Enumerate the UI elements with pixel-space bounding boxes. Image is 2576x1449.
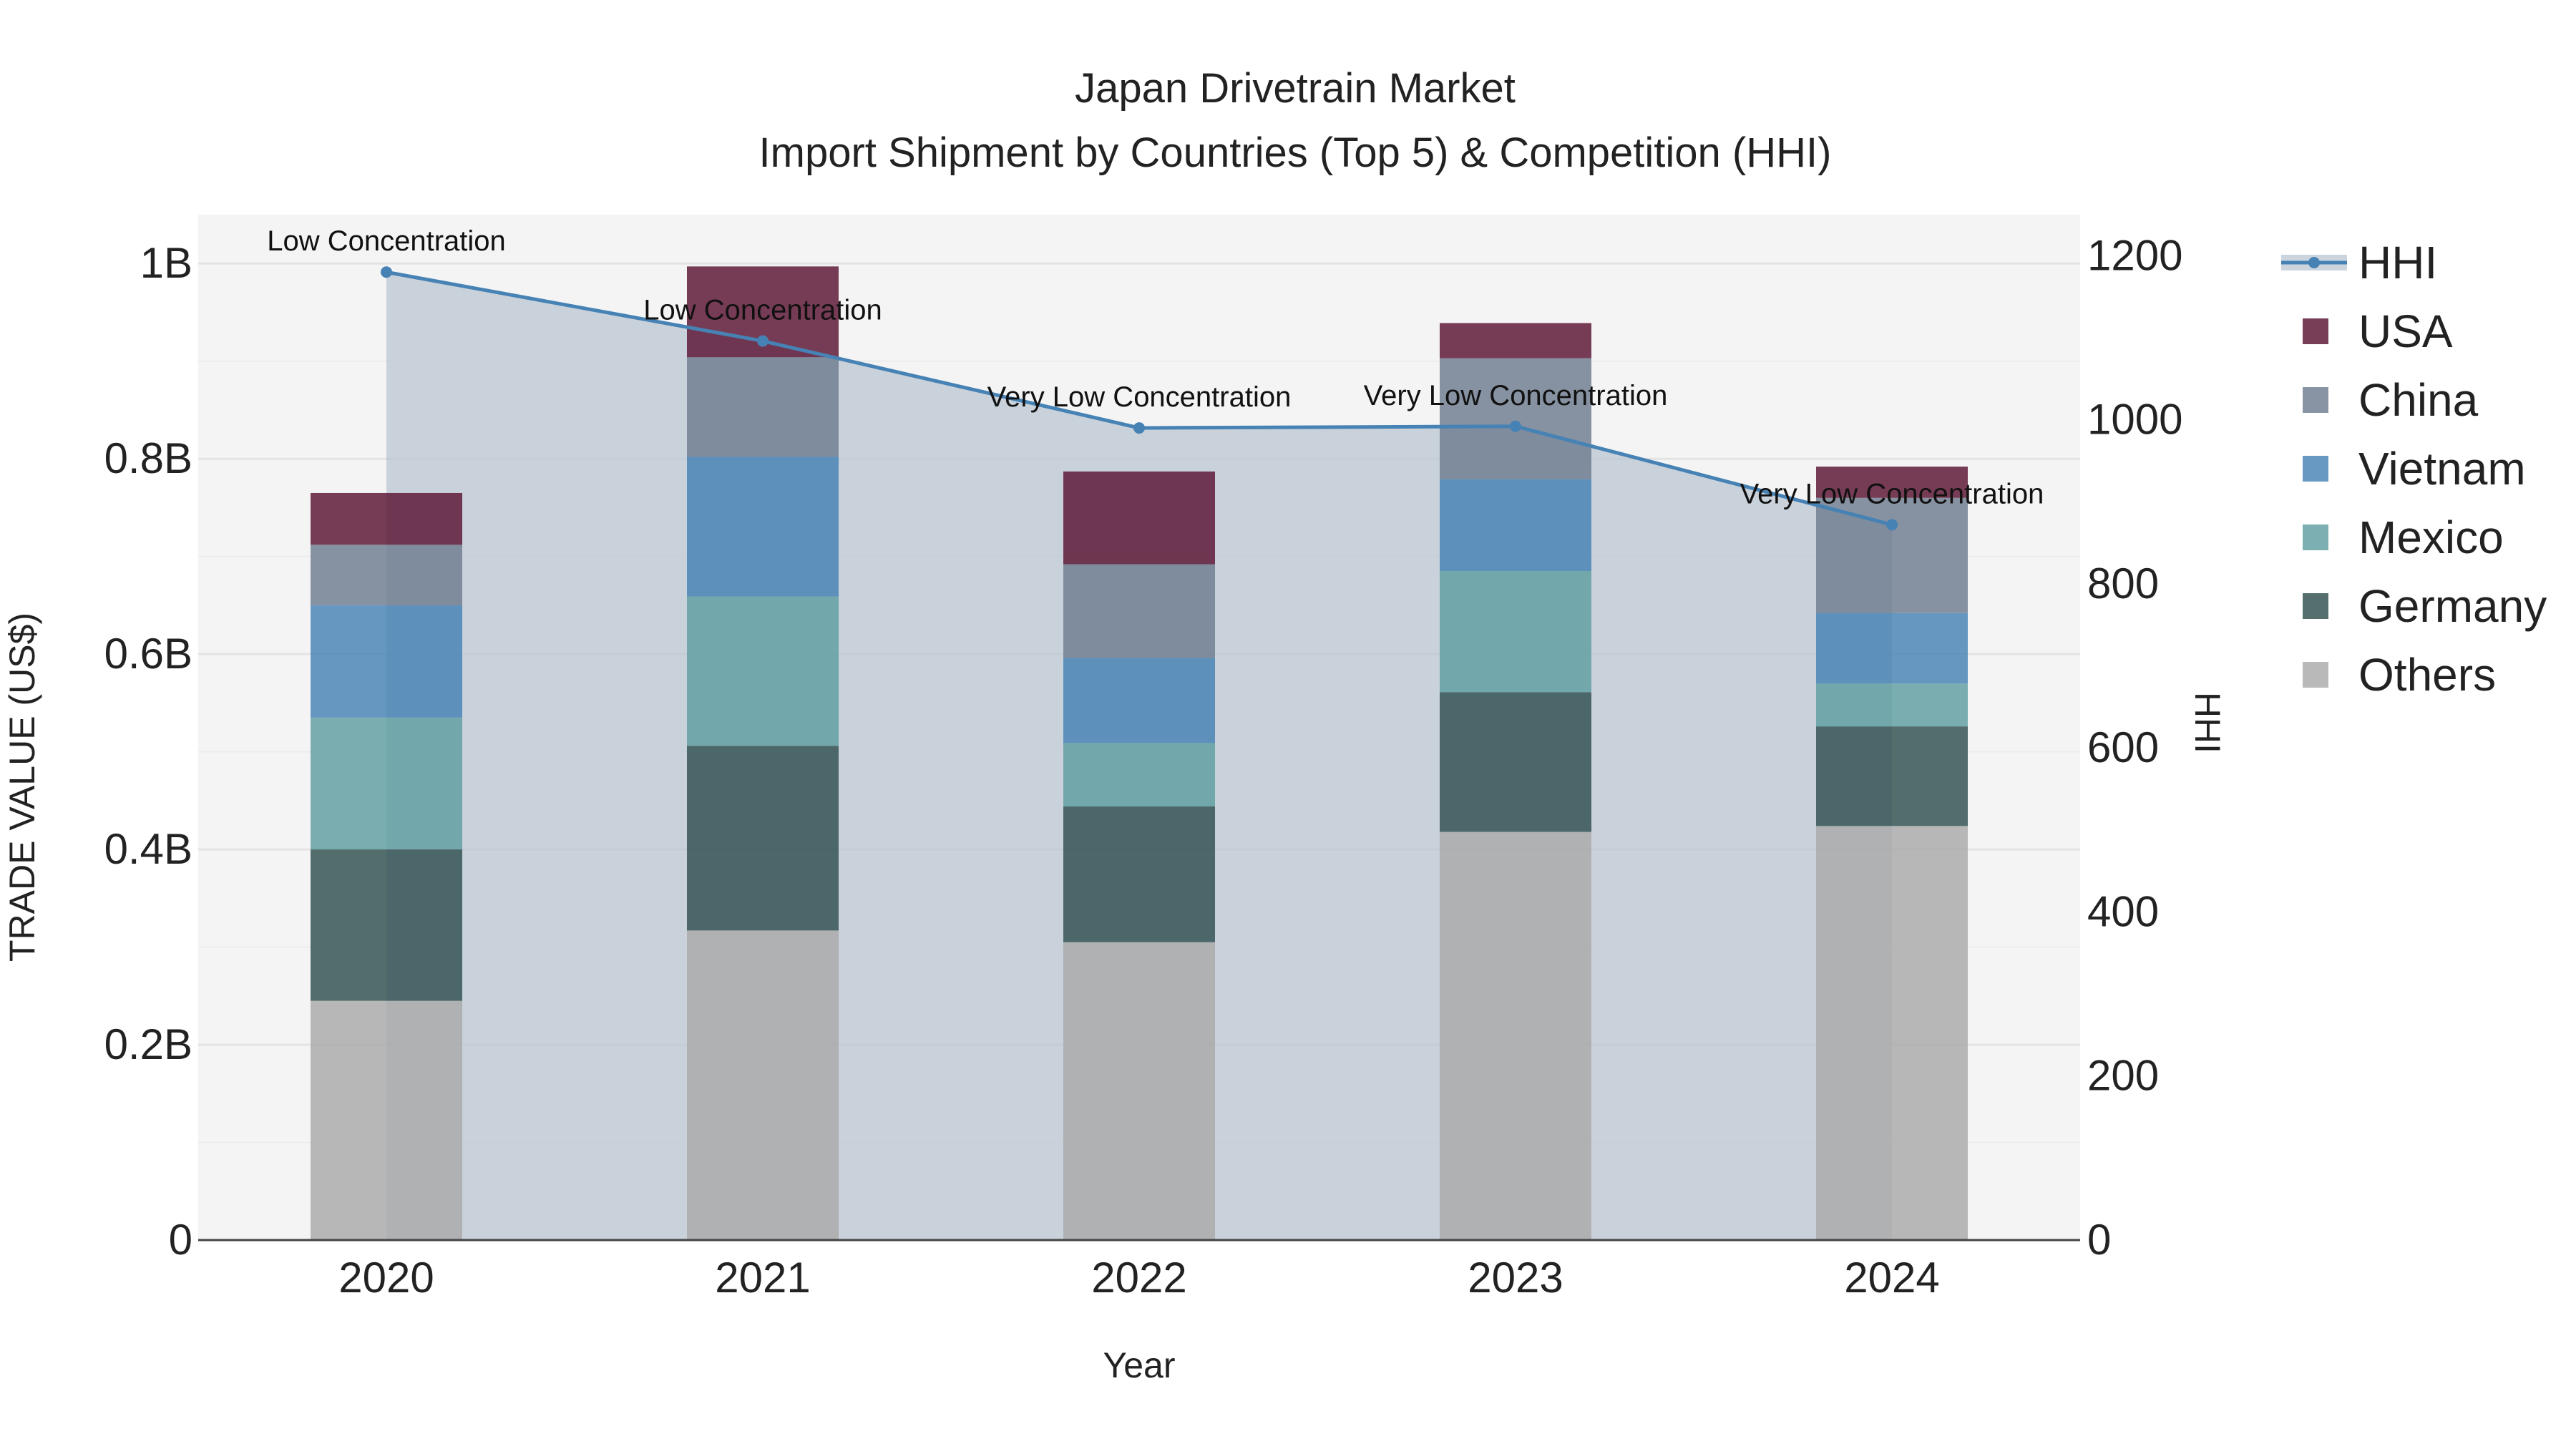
bar-usa-2023: [1440, 323, 1591, 358]
legend-label-hhi: HHI: [2358, 237, 2437, 288]
legend-label-others: Others: [2358, 649, 2496, 701]
bar-vietnam-2020: [311, 605, 462, 718]
bar-china-2024: [1816, 497, 1968, 613]
bar-china-2023: [1440, 358, 1591, 479]
y-tick-label: 1B: [140, 239, 192, 287]
chart-title: Japan Drivetrain Market: [1075, 65, 1516, 112]
bar-mexico-2024: [1816, 683, 1968, 727]
y-tick-label: 0.2B: [104, 1020, 192, 1068]
hhi-point-2023: [1510, 420, 1521, 432]
bar-usa-2022: [1063, 471, 1215, 565]
bar-vietnam-2023: [1440, 479, 1591, 572]
plot-area: Low Concentration Low Concentration Very L…: [104, 215, 2182, 1302]
y2-tick-label: 1200: [2087, 231, 2182, 279]
legend-label-germany: Germany: [2358, 580, 2547, 632]
bar-vietnam-2021: [687, 457, 839, 597]
hhi-point-2022: [1133, 422, 1145, 434]
y2-axis-title: HHI: [2187, 692, 2228, 753]
bar-mexico-2021: [687, 596, 839, 746]
bar-germany-2022: [1063, 806, 1215, 942]
y2-tick-label: 400: [2087, 887, 2159, 935]
bar-others-2020: [311, 1000, 462, 1240]
legend-label-vietnam: Vietnam: [2358, 443, 2526, 494]
bar-others-2024: [1816, 826, 1968, 1240]
legend: HHI USA China Vietnam Mexico Germany Others: [2281, 237, 2547, 701]
y2-tick-label: 1000: [2087, 396, 2182, 444]
legend-label-china: China: [2358, 374, 2479, 426]
x-tick-label: 2023: [1468, 1254, 1563, 1302]
bar-china-2022: [1063, 564, 1215, 658]
bar-germany-2020: [311, 849, 462, 1001]
y2-tick-label: 800: [2087, 560, 2159, 608]
hhi-annotation-2020: Low Concentration: [267, 225, 506, 257]
bar-germany-2024: [1816, 726, 1968, 826]
bar-others-2023: [1440, 831, 1591, 1240]
x-tick-label: 2024: [1844, 1254, 1939, 1302]
bar-usa-2024: [1816, 467, 1968, 498]
y-tick-label: 0.6B: [104, 630, 192, 678]
legend-swatch-others: [2303, 662, 2328, 688]
legend-swatch-china: [2303, 387, 2328, 413]
legend-swatch-usa: [2303, 318, 2328, 344]
y2-tick-label: 600: [2087, 723, 2159, 771]
hhi-annotation-2023: Very Low Concentration: [1364, 380, 1668, 411]
hhi-point-2021: [757, 335, 769, 347]
bar-vietnam-2024: [1816, 613, 1968, 684]
chart-subtitle: Import Shipment by Countries (Top 5) & C…: [759, 130, 1832, 176]
hhi-point-2020: [381, 266, 392, 278]
y-tick-label: 0.4B: [104, 825, 192, 873]
bar-germany-2023: [1440, 692, 1591, 832]
x-tick-label: 2021: [715, 1254, 810, 1302]
bar-others-2021: [687, 930, 839, 1240]
bar-mexico-2023: [1440, 571, 1591, 693]
legend-swatch-germany: [2303, 593, 2328, 619]
bar-mexico-2020: [311, 717, 462, 850]
bar-mexico-2022: [1063, 743, 1215, 807]
x-axis-title: Year: [1103, 1345, 1175, 1385]
hhi-annotation-2024: Very Low Concentration: [1740, 478, 2044, 509]
bar-china-2021: [687, 357, 839, 457]
bar-vietnam-2022: [1063, 658, 1215, 743]
legend-swatch-vietnam: [2303, 456, 2328, 482]
y-axis-title: TRADE VALUE (US$): [2, 613, 42, 962]
hhi-annotation-2022: Very Low Concentration: [987, 381, 1292, 413]
legend-swatch-mexico: [2303, 525, 2328, 550]
hhi-annotation-2021: Low Concentration: [643, 295, 882, 326]
bar-others-2022: [1063, 942, 1215, 1240]
x-tick-label: 2020: [338, 1254, 434, 1302]
bar-china-2020: [311, 545, 462, 605]
bar-germany-2021: [687, 746, 839, 931]
bar-usa-2020: [311, 492, 462, 545]
y2-tick-label: 0: [2087, 1216, 2111, 1264]
y-tick-label: 0: [169, 1216, 192, 1264]
y-tick-label: 0.8B: [104, 434, 192, 482]
legend-label-mexico: Mexico: [2358, 512, 2504, 563]
hhi-point-2024: [1886, 519, 1898, 531]
x-tick-label: 2022: [1091, 1254, 1186, 1302]
legend-hhi-marker: [2308, 257, 2320, 268]
legend-label-usa: USA: [2358, 306, 2453, 357]
y2-tick-label: 200: [2087, 1052, 2159, 1100]
